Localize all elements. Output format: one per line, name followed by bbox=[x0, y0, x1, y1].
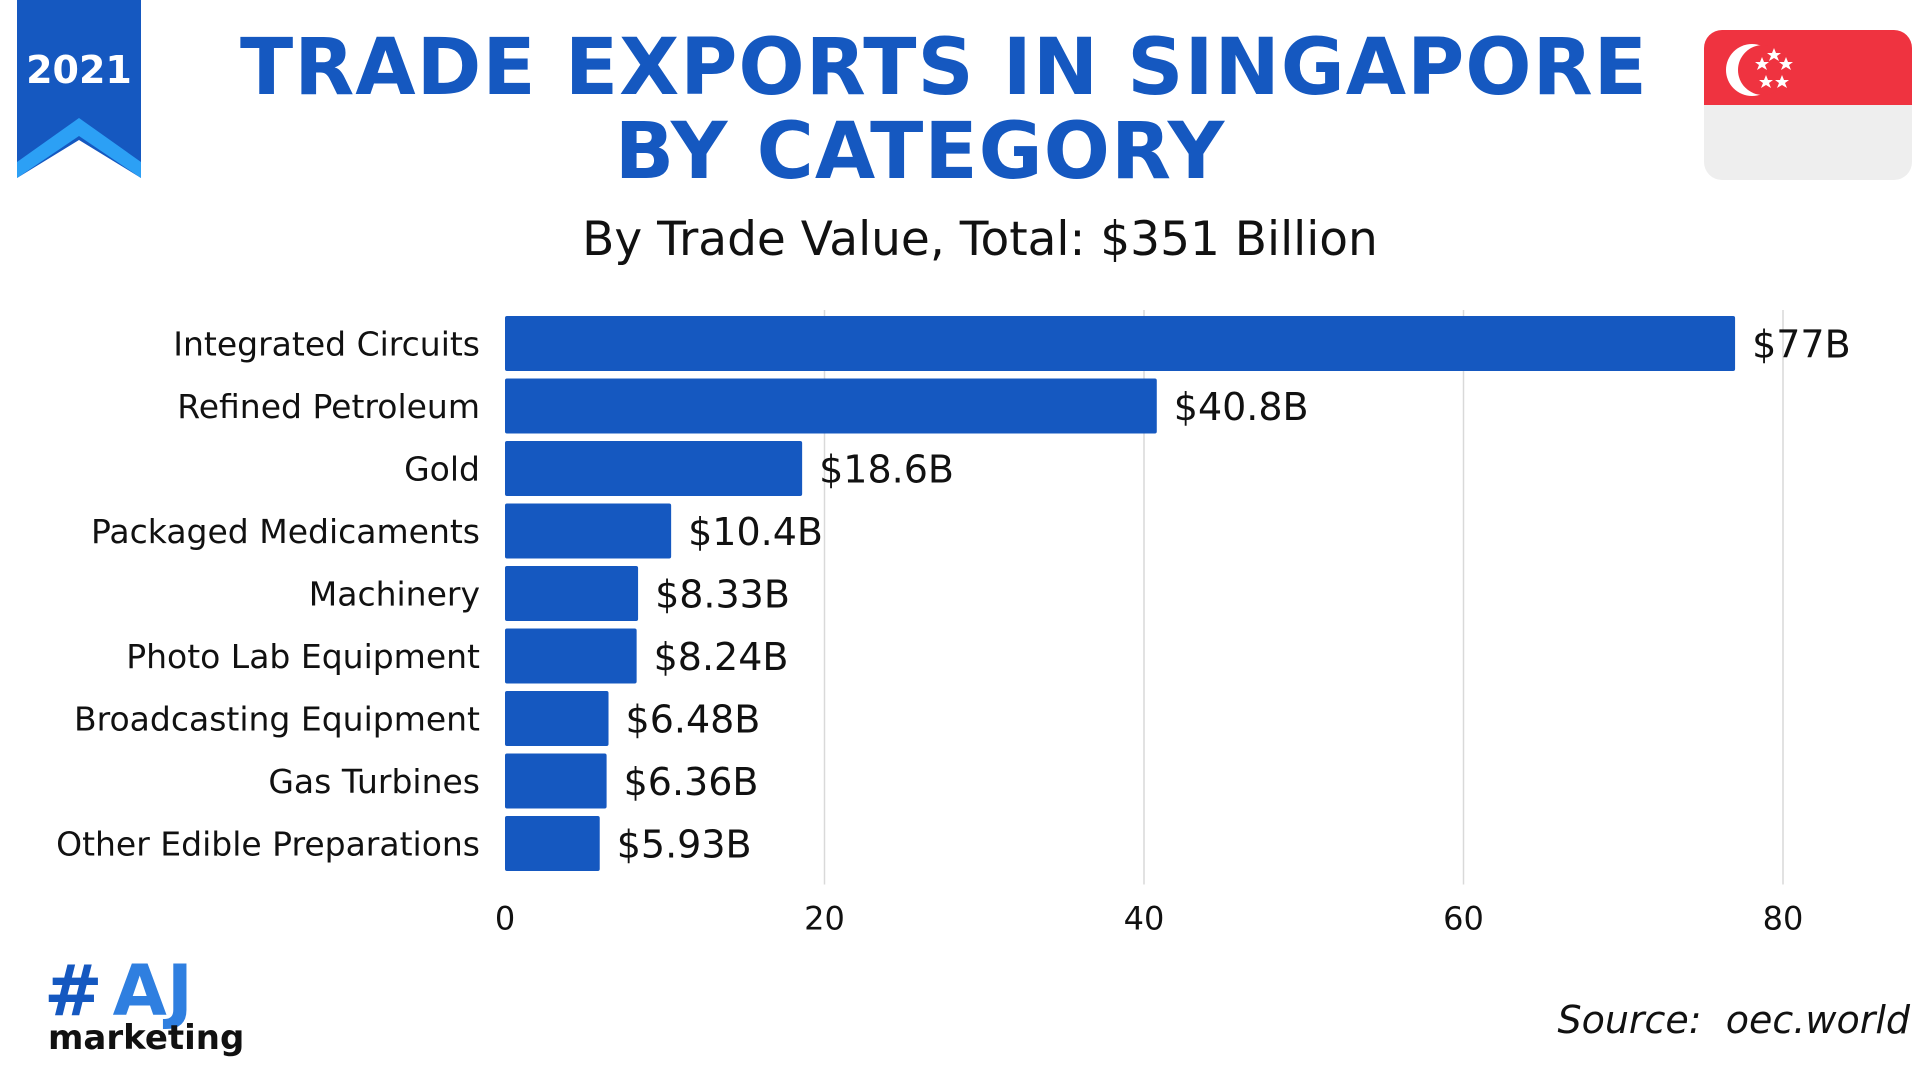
logo-letters: AJ bbox=[112, 950, 193, 1032]
category-label-5: Machinery bbox=[309, 575, 480, 614]
category-label-1: Integrated Circuits bbox=[173, 325, 480, 364]
year-ribbon: 2021 bbox=[17, 0, 141, 180]
logo-word: marketing bbox=[48, 1018, 245, 1058]
category-label-3: Gold bbox=[404, 450, 480, 489]
data-label-9: $5.93B bbox=[617, 823, 752, 867]
data-label-5: $8.33B bbox=[655, 573, 790, 617]
x-tick-label-3: 60 bbox=[1443, 900, 1484, 938]
category-label-2: Refined Petroleum bbox=[177, 387, 480, 426]
bar-8 bbox=[505, 753, 607, 809]
data-label-7: $6.48B bbox=[626, 698, 761, 742]
x-tick-label-1: 20 bbox=[804, 900, 845, 938]
category-label-8: Gas Turbines bbox=[268, 762, 480, 801]
year-label: 2021 bbox=[26, 48, 132, 92]
bar-1 bbox=[505, 316, 1736, 371]
bar-4 bbox=[505, 503, 672, 559]
category-label-6: Photo Lab Equipment bbox=[126, 637, 480, 676]
category-label-7: Broadcasting Equipment bbox=[74, 700, 480, 739]
bar-3 bbox=[505, 441, 803, 496]
category-label-4: Packaged Medicaments bbox=[91, 512, 480, 551]
data-label-1: $77B bbox=[1752, 323, 1851, 367]
bar-5 bbox=[505, 566, 639, 621]
category-label-9: Other Edible Preparations bbox=[56, 825, 480, 864]
title-line-1: TRADE EXPORTS IN SINGAPORE bbox=[240, 23, 1648, 113]
ribbon-icon bbox=[17, 0, 141, 178]
page-title: TRADE EXPORTS IN SINGAPORE BY CATEGORY bbox=[240, 23, 1648, 197]
data-label-8: $6.36B bbox=[624, 760, 759, 804]
bar-9 bbox=[505, 816, 600, 871]
chart-subtitle: By Trade Value, Total: $351 Billion bbox=[582, 212, 1378, 267]
logo-hash: # bbox=[44, 950, 103, 1032]
data-label-4: $10.4B bbox=[688, 510, 823, 554]
aj-marketing-logo: # AJ marketing bbox=[44, 950, 244, 1070]
logo-mark: # AJ bbox=[44, 950, 193, 1032]
data-label-6: $8.24B bbox=[654, 635, 789, 679]
data-label-2: $40.8B bbox=[1174, 385, 1309, 429]
singapore-flag-icon bbox=[1704, 30, 1912, 180]
title-line-2: BY CATEGORY bbox=[614, 107, 1226, 197]
bar-2 bbox=[505, 378, 1157, 434]
bar-7 bbox=[505, 691, 609, 746]
bar-6 bbox=[505, 628, 637, 684]
x-tick-label-4: 80 bbox=[1763, 900, 1804, 938]
x-tick-label-0: 0 bbox=[495, 900, 515, 938]
data-label-3: $18.6B bbox=[819, 448, 954, 492]
x-tick-label-2: 40 bbox=[1124, 900, 1165, 938]
source-text: Source: oec.world bbox=[1557, 998, 1910, 1042]
